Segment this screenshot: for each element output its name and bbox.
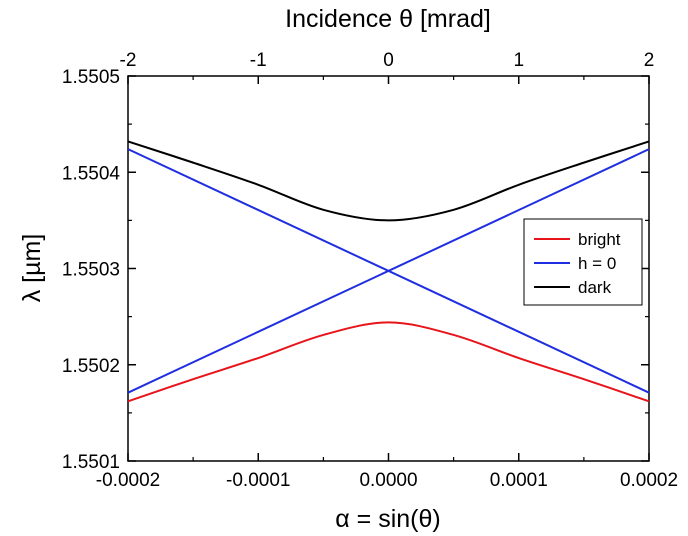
top-x-tick-label: 2	[644, 50, 655, 71]
series-line-bright	[128, 322, 649, 401]
legend-label-dark: dark	[578, 278, 612, 297]
y-tick-label: 1.5505	[62, 67, 120, 88]
legend-label-bright: bright	[578, 230, 621, 249]
y-tick-label: 1.5502	[62, 356, 120, 377]
x-tick-label: -0.0001	[226, 470, 290, 491]
series-line-dark	[128, 141, 649, 220]
legend-label-h-0: h = 0	[578, 254, 616, 273]
top-x-axis-title: Incidence θ [mrad]	[285, 5, 491, 33]
x-tick-label: 0.0002	[620, 470, 678, 491]
legend: bright h = 0 dark	[524, 219, 642, 305]
top-x-tick-label: -2	[120, 50, 137, 71]
y-tick-label: 1.5501	[62, 452, 120, 473]
x-tick-label: 0.0001	[490, 470, 548, 491]
y-tick-label: 1.5504	[62, 163, 121, 184]
y-axis-title: λ [µm]	[18, 234, 46, 303]
x-tick-label: -0.0002	[96, 470, 160, 491]
x-tick-label: 0.0000	[359, 470, 417, 491]
top-x-tick-label: -1	[250, 50, 267, 71]
top-x-tick-label: 1	[513, 50, 524, 71]
y-tick-label: 1.5503	[62, 260, 120, 281]
x-axis-title: α = sin(θ)	[335, 505, 440, 533]
top-x-tick-label: 0	[383, 50, 394, 71]
